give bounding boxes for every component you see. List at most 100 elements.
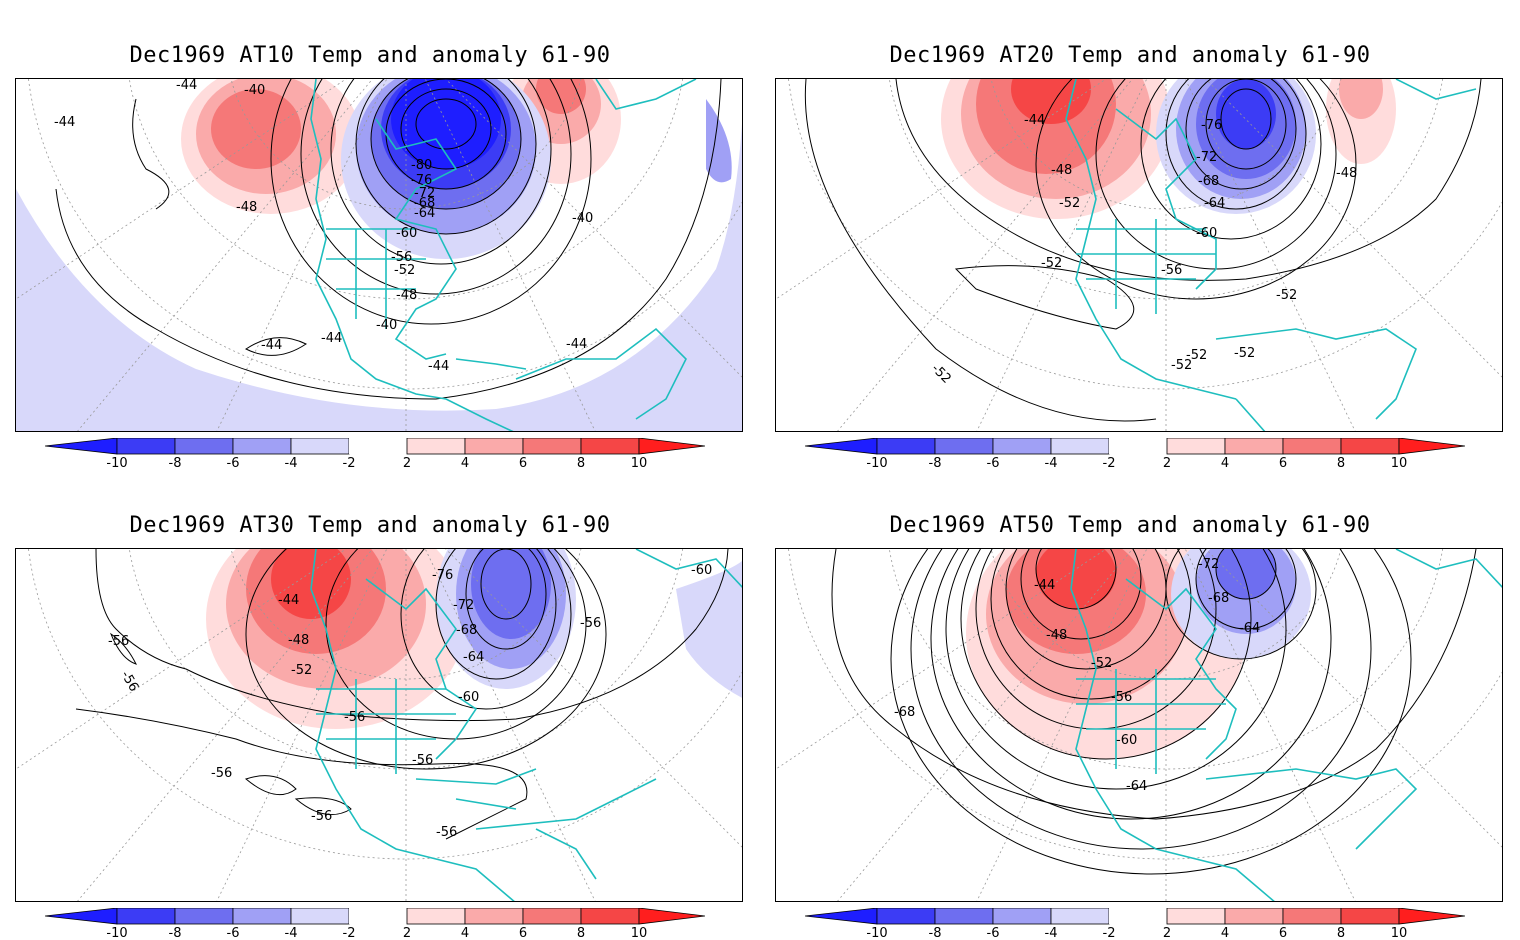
contour-label: -56 [580,616,601,631]
colorbar-tick-label: 10 [1391,456,1408,468]
anomaly-positive-west-core [1011,79,1091,124]
coastlines [310,549,742,901]
colorbar-tick-label: 8 [1337,456,1345,468]
colorbar-tick-label: -8 [169,456,182,468]
colorbar-tick-label: 10 [631,456,648,468]
contour-label: -48 [1051,163,1072,178]
anomaly-positive-east-mid [1339,79,1383,119]
contour-label: -72 [1198,557,1219,572]
contour-label: -68 [414,196,435,211]
contour-label: -44 [1034,578,1055,593]
contour-label: -60 [1196,226,1217,241]
panel-at10: Dec1969 AT10 Temp and anomaly 61-90 [0,0,743,470]
panel-title: Dec1969 AT20 Temp and anomaly 61-90 [889,43,1371,68]
contour-label: -44 [428,359,449,374]
colorbar-tick-label: -6 [227,456,240,468]
contour-label: -64 [1239,621,1260,636]
contour-label: -52 [1234,346,1255,361]
colorbar-tick-label: -4 [1045,456,1058,468]
colorbar-tick-label: 8 [577,456,585,468]
contour-label: -52 [1186,348,1207,363]
colorbar-tick-label: 8 [577,926,585,938]
colorbar-tick-label: 4 [1221,456,1229,468]
colorbar-tick-label: 2 [1163,456,1171,468]
colorbar-tick-label: -10 [106,456,127,468]
panel-title: Dec1969 AT30 Temp and anomaly 61-90 [129,513,611,538]
colorbar-tick-label: -2 [343,456,356,468]
map-canvas: -44 -48 -52 -76 -72 -68 -64 -60 -56 -52 … [776,79,1502,431]
colorbar-tick-label: -8 [929,456,942,468]
graticule [776,79,1502,431]
colorbar-tick-label: -6 [987,926,1000,938]
contour-label: -44 [176,79,197,93]
anomaly-negative-core-5 [391,79,501,169]
contour-label: -40 [244,83,265,98]
contour-label: -40 [572,211,593,226]
contour-label: -56 [118,669,142,695]
temperature-contours [804,79,1482,422]
panel-at20: Dec1969 AT20 Temp and anomaly 61-90 [760,0,1503,470]
contour-label: -56 [1161,263,1182,278]
colorbar-tick-label: -10 [106,926,127,938]
anomaly-negative-band [16,123,742,431]
anomaly-positive-west-inner [211,89,301,169]
contour-label: -68 [894,705,915,720]
contour-label: -48 [1046,628,1067,643]
contour-label: -52 [1041,256,1062,271]
contour-label: -56 [391,250,412,265]
contour-label: -52 [1091,656,1112,671]
anomaly-positive-east-inner [536,79,586,114]
colorbar: -10 -8 -6 -4 -2 2 4 6 8 10 [805,908,1465,938]
contour-label: -76 [411,173,432,188]
contour-label: -80 [411,158,432,173]
contour-label: -68 [1208,591,1229,606]
contour-label: -44 [1024,113,1045,128]
panel-at50: Dec1969 AT50 Temp and anomaly 61-90 [760,470,1503,940]
contour-label: -52 [1276,288,1297,303]
temperature-contours [75,549,729,840]
anomaly-negative-3 [471,549,551,639]
contour-label: -44 [566,337,587,352]
colorbar-tick-label: 4 [461,456,469,468]
contour-label: -60 [458,690,479,705]
coastlines [310,79,697,431]
contour-label: -60 [396,226,417,241]
map-at50: -44 -48 -52 -56 -72 -68 -64 -60 -64 -68 [775,548,1503,902]
map-at10: -40 -44 -44 -48 -80 -76 -72 -68 -64 -60 … [15,78,743,432]
colorbar-tick-label: 10 [1391,926,1408,938]
contour-label: -64 [463,650,484,665]
contour-label: -72 [414,186,435,201]
colorbar-tick-label: 2 [403,926,411,938]
contour-label: -56 [436,825,457,840]
colorbar: -10 -8 -6 -4 -2 2 4 6 8 10 [805,438,1465,468]
contour-label: -60 [691,563,712,578]
colorbar-tick-label: -4 [285,926,298,938]
colorbar-tick-label: -6 [227,926,240,938]
contour-label: -48 [1336,166,1357,181]
colorbar-tick-label: -2 [1103,926,1116,938]
panel-at30: Dec1969 AT30 Temp and anomaly 61-90 [0,470,743,940]
contour-label: -56 [108,634,129,649]
panel-title: Dec1969 AT10 Temp and anomaly 61-90 [129,43,611,68]
contour-label: -44 [321,331,342,346]
contour-label: -68 [456,623,477,638]
contour-labels: -40 -44 -44 -48 -80 -76 -72 -68 -64 -60 … [54,79,593,374]
colorbar: -10 -8 -6 -4 -2 2 4 6 8 10 [45,908,705,938]
contour-label: -56 [311,809,332,824]
contour-label: -48 [288,633,309,648]
anomaly-negative-3 [1216,549,1276,599]
colorbar-tick-label: 10 [631,926,648,938]
contour-label: -52 [394,263,415,278]
contour-label: -44 [54,115,75,130]
contour-label: -56 [211,766,232,781]
colorbar-tick-label: 6 [519,456,527,468]
contour-label: -56 [412,753,433,768]
contour-label: -72 [1196,150,1217,165]
contour-label: -52 [291,663,312,678]
colorbar-tick-label: -6 [987,456,1000,468]
contour-label: -56 [344,710,365,725]
contour-label: -40 [376,318,397,333]
map-at30: -44 -48 -52 -56 -76 -72 -68 -64 -60 -56 … [15,548,743,902]
colorbar-tick-label: 2 [403,456,411,468]
coastlines [1065,79,1477,431]
